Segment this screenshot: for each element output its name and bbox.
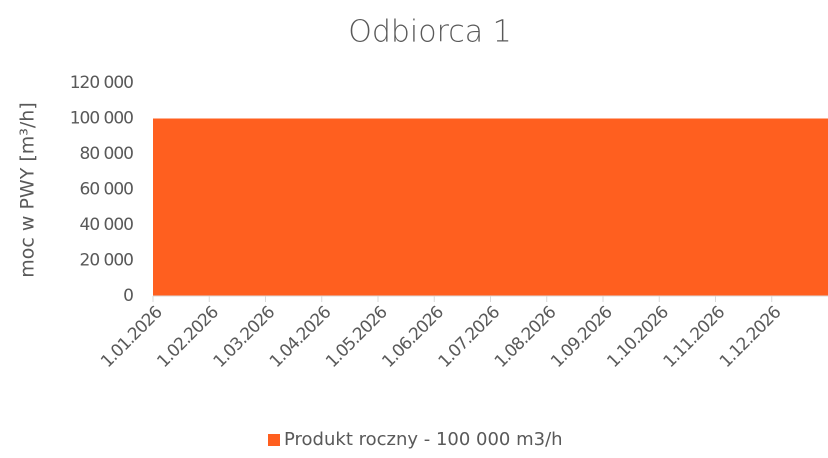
y-tick-label: 120 000 (70, 73, 133, 93)
y-axis-label: moc w PWY [m³/h] (17, 102, 39, 277)
y-tick-label: 0 (123, 286, 133, 306)
y-tick-label: 60 000 (80, 180, 134, 200)
area (153, 118, 828, 296)
x-tick-label: 1.12.2026 (716, 303, 785, 372)
y-tick-label: 20 000 (80, 251, 134, 271)
y-tick-label: 80 000 (80, 144, 134, 164)
y-tick-label: 40 000 (80, 215, 134, 235)
chart-title: Odbiorca 1 (348, 15, 512, 50)
legend-label: Produkt roczny - 100 000 m3/h (284, 429, 563, 450)
legend-swatch (268, 434, 280, 446)
y-tick-label: 100 000 (70, 109, 133, 129)
